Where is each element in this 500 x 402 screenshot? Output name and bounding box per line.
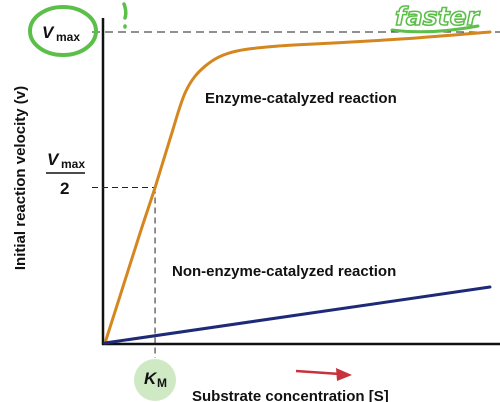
vmax-tick-label: V max [42,23,80,44]
faster-annotation: faster [390,1,481,34]
km-highlight [134,359,176,401]
svg-text:V: V [47,150,60,169]
svg-text:K: K [144,369,158,388]
enzyme-series-label: Enzyme-catalyzed reaction [205,90,397,107]
svg-text:V: V [42,23,55,42]
x-direction-arrow [295,368,352,381]
enzyme-catalyzed-curve [103,30,492,345]
nonenzyme-series-label: Non-enzyme-catalyzed reaction [172,263,396,280]
handwritten-mark [122,2,128,29]
km-tick-label: K M [144,369,167,390]
svg-text:M: M [157,376,167,390]
x-axis-label: Substrate concentration [S] [192,388,389,402]
vmax-circle-annotation [28,5,98,57]
half-vmax-tick-label: V max 2 [46,150,85,198]
svg-text:2: 2 [60,179,69,198]
y-axis-label: Initial reaction velocity (v) [12,86,29,270]
svg-text:max: max [61,157,85,171]
non-enzyme-catalyzed-curve [103,285,492,345]
svg-text:max: max [56,30,80,44]
